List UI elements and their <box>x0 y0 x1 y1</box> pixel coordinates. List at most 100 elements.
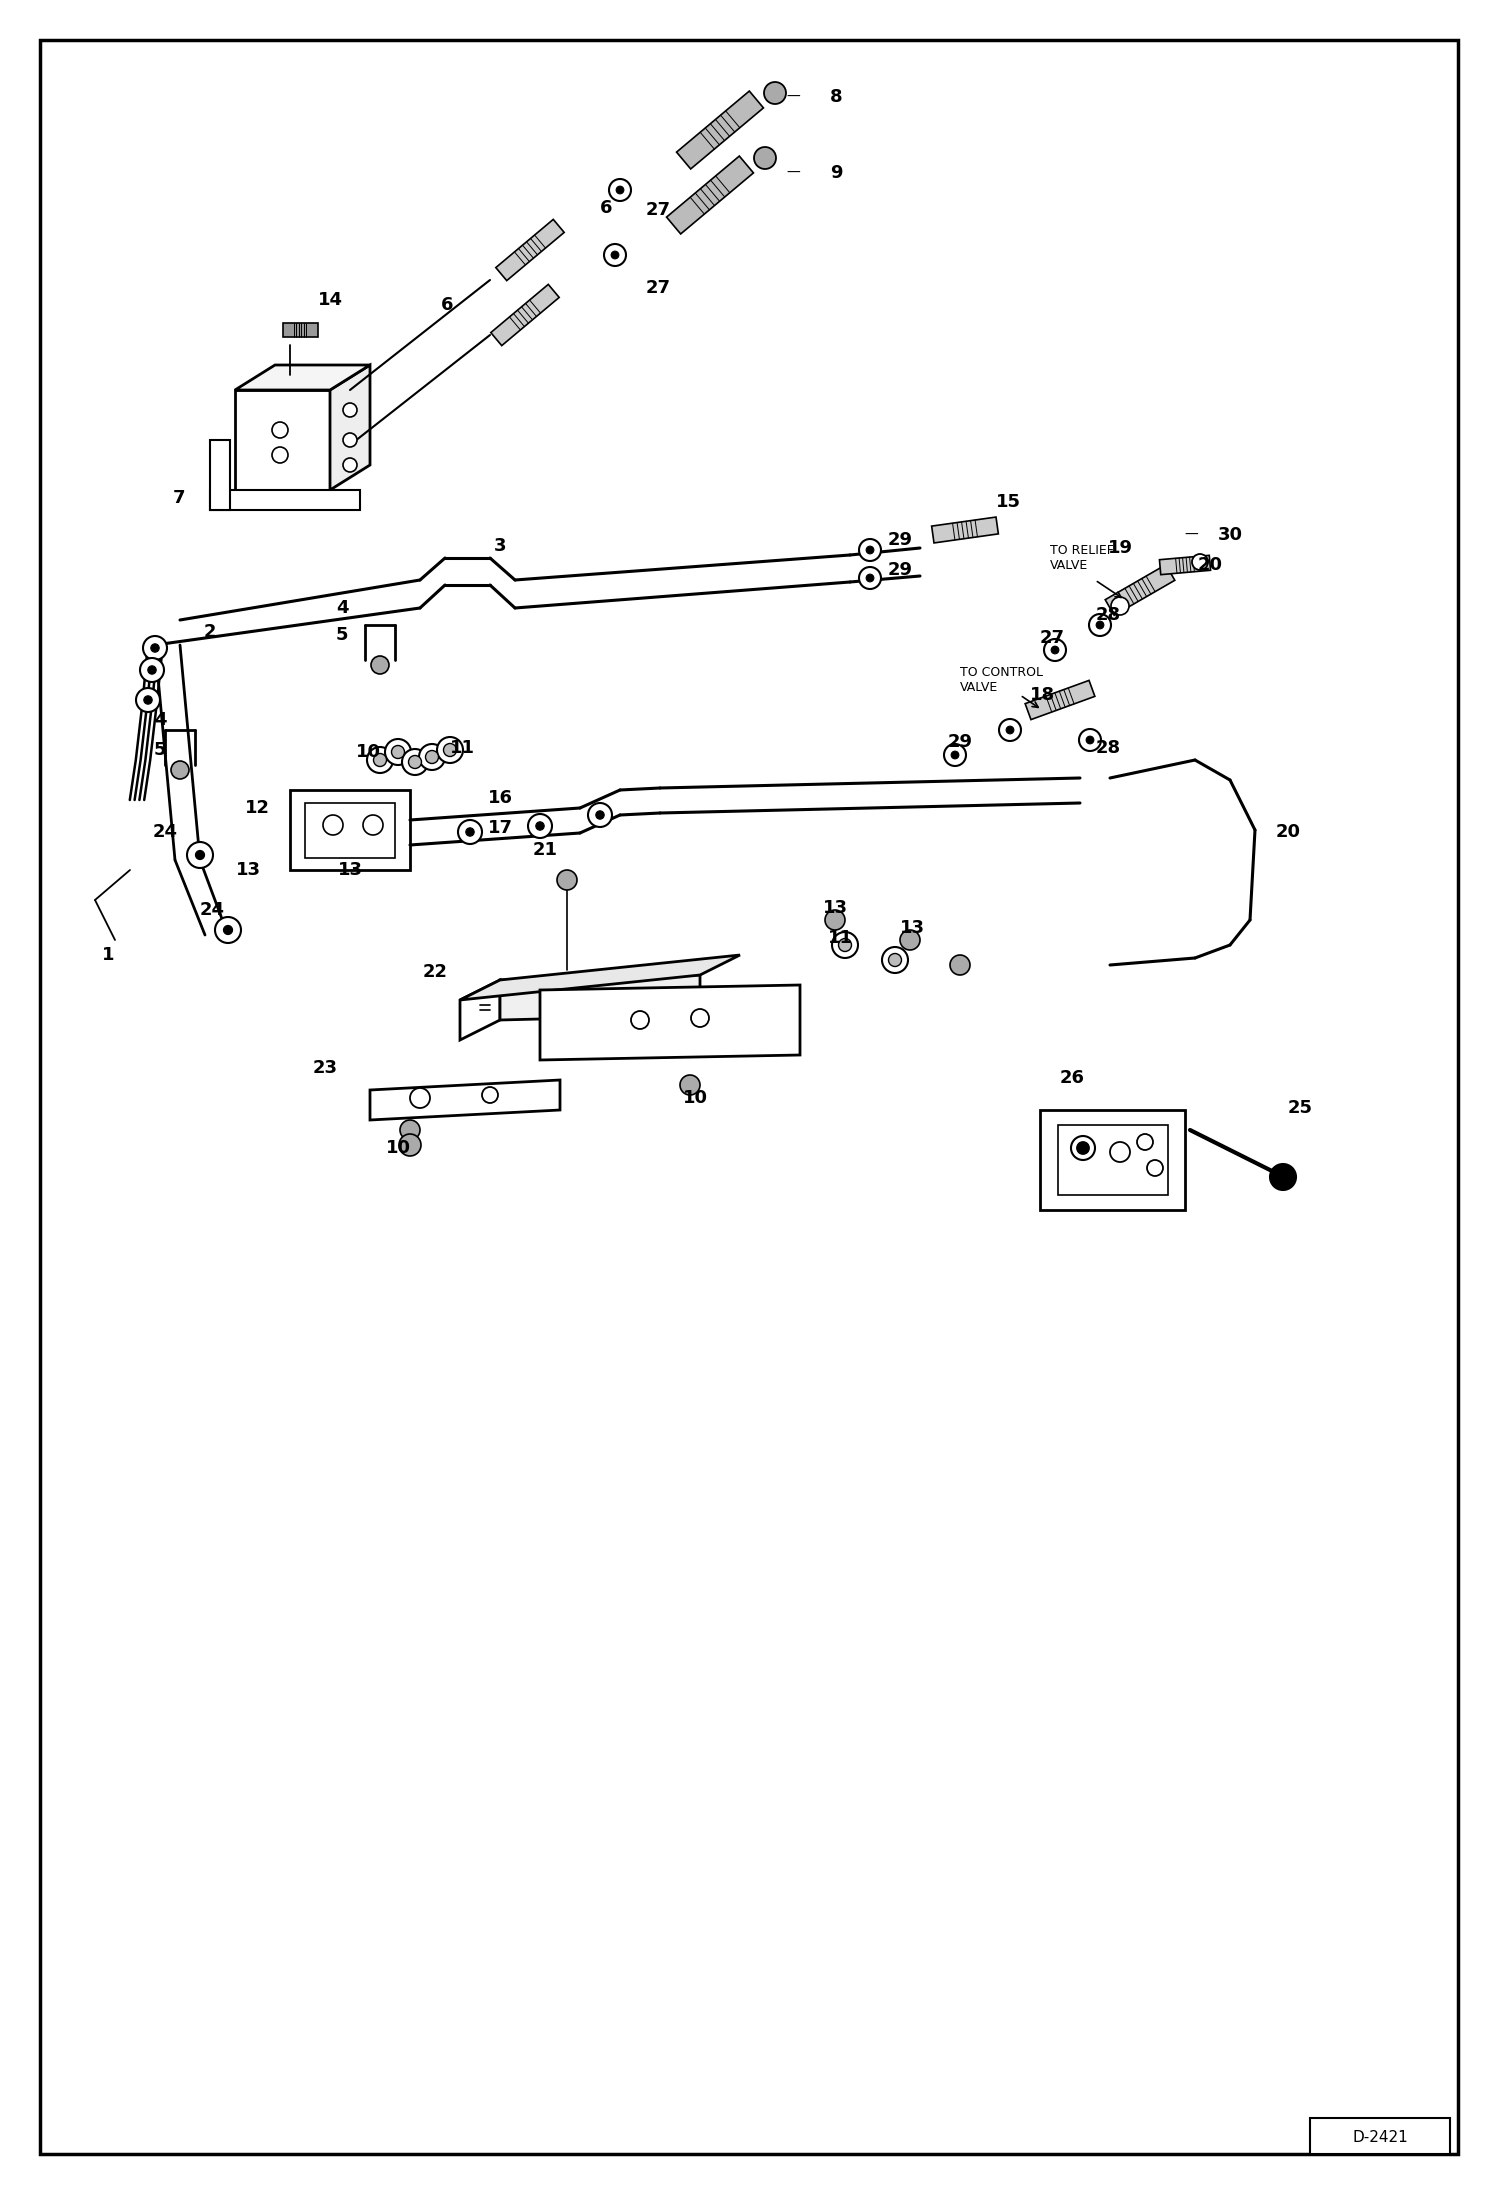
Text: 16: 16 <box>487 790 512 807</box>
Circle shape <box>604 244 626 265</box>
Circle shape <box>1089 614 1112 636</box>
Text: 29: 29 <box>948 733 972 750</box>
Circle shape <box>753 147 776 169</box>
Polygon shape <box>330 364 370 489</box>
Text: 24: 24 <box>153 823 177 840</box>
Circle shape <box>343 459 357 472</box>
Circle shape <box>536 823 544 829</box>
Text: 10: 10 <box>385 1139 410 1156</box>
Text: 7: 7 <box>172 489 184 507</box>
Text: D-2421: D-2421 <box>1353 2130 1408 2146</box>
Circle shape <box>482 1086 497 1104</box>
Text: 29: 29 <box>887 531 912 548</box>
Text: 9: 9 <box>830 165 842 182</box>
Circle shape <box>944 744 966 766</box>
Circle shape <box>144 695 153 704</box>
Circle shape <box>900 930 920 950</box>
Text: 14: 14 <box>318 292 343 309</box>
Circle shape <box>831 932 858 959</box>
Circle shape <box>324 814 343 836</box>
Text: 10: 10 <box>355 744 380 761</box>
Text: 5: 5 <box>154 742 166 759</box>
Circle shape <box>691 1009 709 1027</box>
Text: 13: 13 <box>235 860 261 880</box>
Circle shape <box>1071 1136 1095 1161</box>
Text: 28: 28 <box>1095 606 1121 623</box>
Polygon shape <box>1106 564 1174 614</box>
Circle shape <box>458 821 482 845</box>
Circle shape <box>273 421 288 439</box>
Text: 2: 2 <box>204 623 216 641</box>
Circle shape <box>139 658 163 682</box>
Polygon shape <box>283 323 318 338</box>
Circle shape <box>223 926 232 935</box>
Text: 6: 6 <box>440 296 454 314</box>
Circle shape <box>1052 647 1059 654</box>
Circle shape <box>148 665 156 674</box>
Circle shape <box>1079 728 1101 750</box>
Text: 8: 8 <box>830 88 842 105</box>
Text: 21: 21 <box>532 840 557 860</box>
Circle shape <box>216 917 241 943</box>
Polygon shape <box>496 219 565 281</box>
Circle shape <box>1044 638 1067 660</box>
Circle shape <box>825 911 845 930</box>
Circle shape <box>1137 1134 1153 1150</box>
Text: 22: 22 <box>422 963 448 981</box>
Circle shape <box>839 939 851 952</box>
Text: 1: 1 <box>102 946 114 963</box>
Circle shape <box>466 827 475 836</box>
Polygon shape <box>370 1079 560 1119</box>
Circle shape <box>882 948 908 972</box>
Text: TO RELIEF
VALVE: TO RELIEF VALVE <box>1050 544 1115 573</box>
Text: 4: 4 <box>154 711 166 728</box>
Text: 3: 3 <box>494 538 506 555</box>
Bar <box>1058 1126 1168 1196</box>
Bar <box>1309 2117 1450 2155</box>
Text: —: — <box>786 167 800 180</box>
Circle shape <box>1270 1165 1296 1189</box>
Circle shape <box>616 186 623 193</box>
Text: 13: 13 <box>337 860 363 880</box>
Text: 11: 11 <box>827 928 852 948</box>
Circle shape <box>273 448 288 463</box>
Circle shape <box>343 432 357 448</box>
Polygon shape <box>460 954 740 1000</box>
Text: 10: 10 <box>683 1088 707 1108</box>
Circle shape <box>1112 597 1129 614</box>
Circle shape <box>1147 1161 1162 1176</box>
Bar <box>291 790 410 871</box>
Text: 20: 20 <box>1275 823 1300 840</box>
Circle shape <box>425 750 439 764</box>
Circle shape <box>888 954 902 968</box>
Polygon shape <box>460 981 500 1040</box>
Polygon shape <box>667 156 753 235</box>
Polygon shape <box>235 364 370 391</box>
Polygon shape <box>677 90 764 169</box>
Text: 23: 23 <box>313 1060 337 1077</box>
Circle shape <box>343 404 357 417</box>
Circle shape <box>1086 737 1094 744</box>
Polygon shape <box>1025 680 1095 720</box>
Circle shape <box>385 739 410 766</box>
Circle shape <box>557 871 577 891</box>
Text: —: — <box>1185 529 1198 542</box>
Text: 6: 6 <box>599 200 613 217</box>
Text: 27: 27 <box>646 202 671 219</box>
Circle shape <box>631 1011 649 1029</box>
Text: 25: 25 <box>1287 1099 1312 1117</box>
Polygon shape <box>210 441 231 509</box>
Text: 24: 24 <box>201 902 225 919</box>
Text: 29: 29 <box>887 562 912 579</box>
Text: 27: 27 <box>1040 630 1065 647</box>
Circle shape <box>764 81 786 103</box>
Text: 30: 30 <box>1218 527 1242 544</box>
Circle shape <box>410 1088 430 1108</box>
Circle shape <box>858 540 881 562</box>
Text: 26: 26 <box>1059 1068 1085 1086</box>
Circle shape <box>367 746 392 772</box>
Circle shape <box>391 746 404 759</box>
Text: 27: 27 <box>646 279 671 296</box>
Circle shape <box>443 744 457 757</box>
Circle shape <box>866 575 873 581</box>
